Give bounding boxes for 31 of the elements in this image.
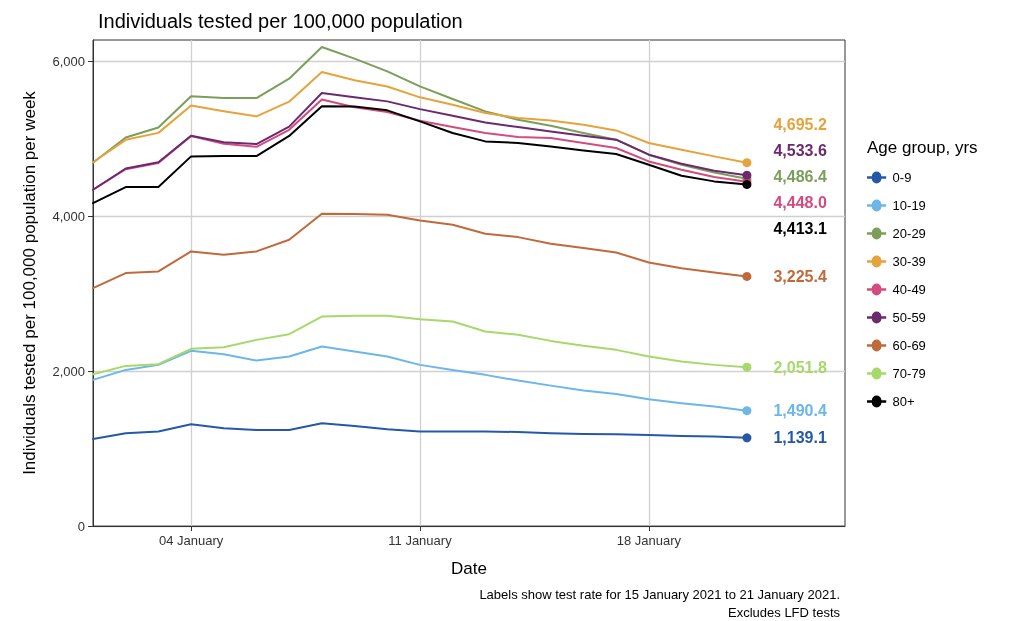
data-label: 2,051.8 — [773, 358, 827, 376]
data-label: 1,139.1 — [773, 429, 827, 447]
y-tick-label: 2,000 — [52, 363, 85, 379]
data-label: 3,225.4 — [773, 267, 827, 285]
y-tick-label: 0 — [77, 518, 85, 534]
data-label: 4,448.0 — [773, 194, 827, 212]
legend-title: Age group, yrs — [867, 138, 978, 157]
data-label: 4,413.1 — [773, 220, 827, 238]
y-tick-label: 6,000 — [52, 54, 85, 70]
y-tick-label: 4,000 — [52, 208, 85, 224]
legend-label: 80+ — [892, 394, 915, 409]
x-tick-label: 04 January — [158, 533, 224, 548]
text: Excludes LFD tests — [728, 605, 841, 620]
y-axis-title: Individuals tested per 100,000 population per week — [20, 90, 39, 475]
legend-label: 70-79 — [892, 366, 926, 381]
x-axis-title: Date — [451, 559, 487, 578]
data-label: 4,695.2 — [773, 116, 827, 134]
data-label: 1,490.4 — [773, 402, 827, 420]
legend-label: 60-69 — [892, 338, 926, 353]
legend-label: 20-29 — [892, 226, 926, 241]
legend-label: 40-49 — [892, 282, 926, 297]
x-tick-label: 11 January — [388, 533, 453, 548]
legend-label: 10-19 — [892, 198, 926, 213]
data-label: 4,533.6 — [773, 142, 827, 160]
x-tick-label: 18 January — [616, 533, 682, 548]
legend-label: 50-59 — [892, 310, 926, 325]
chart-title: Individuals tested per 100,000 population — [98, 10, 463, 32]
legend-label: 30-39 — [892, 254, 926, 269]
text: Labels show test rate for 15 January 2021 to 21 January 2021. — [479, 587, 840, 602]
legend-label: 0-9 — [892, 170, 912, 185]
data-label: 4,486.4 — [773, 168, 827, 186]
